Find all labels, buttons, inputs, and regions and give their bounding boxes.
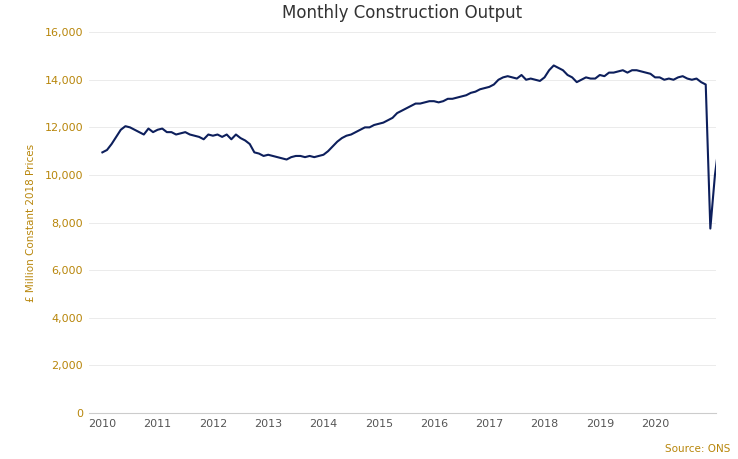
Text: Source: ONS: Source: ONS bbox=[665, 444, 731, 454]
Y-axis label: £ Million Constant 2018 Prices: £ Million Constant 2018 Prices bbox=[26, 144, 36, 302]
Title: Monthly Construction Output: Monthly Construction Output bbox=[282, 4, 523, 22]
